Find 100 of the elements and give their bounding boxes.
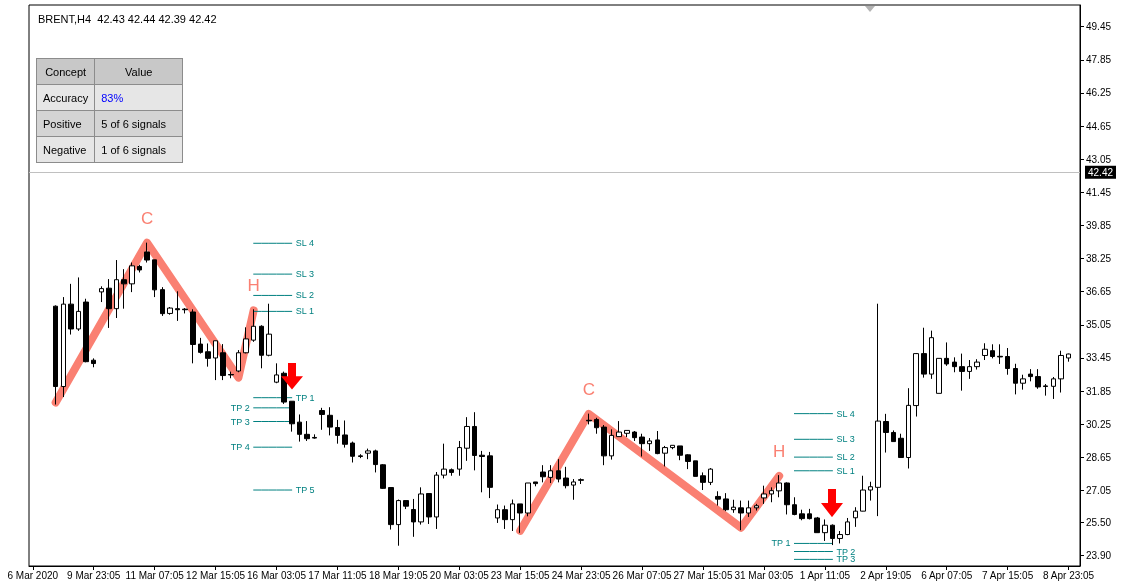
candlestick: [693, 460, 698, 477]
y-tick-label: 35.05: [1086, 319, 1112, 331]
candlestick: [715, 490, 721, 507]
annotation: 1 of 6 signals: [94, 136, 183, 163]
y-tick-label: 44.65: [1086, 120, 1112, 132]
series-label: TP 2: [230, 402, 250, 413]
candlestick: [700, 471, 706, 491]
ref-line-label: 42.42: [1088, 166, 1114, 178]
candlestick: [304, 420, 310, 442]
candlestick: [967, 359, 972, 380]
y-tick-label: 28.65: [1086, 451, 1112, 463]
candlestick: [213, 340, 218, 381]
annotation: Positive: [36, 110, 95, 137]
candlestick: [434, 471, 439, 530]
candlestick: [860, 475, 866, 512]
candlestick: [754, 503, 759, 512]
candlestick: [502, 505, 508, 530]
candlestick: [959, 353, 965, 392]
candlestick: [936, 357, 942, 394]
y-tick-label: 27.05: [1086, 484, 1112, 496]
candlestick: [327, 406, 333, 436]
candlestick: [1051, 376, 1056, 400]
candlestick: [167, 306, 173, 316]
candlestick: [228, 371, 234, 379]
candlestick: [670, 444, 675, 450]
candlestick: [685, 453, 691, 470]
candlestick: [83, 298, 89, 363]
x-tick-label: 18 Mar 19:05: [368, 569, 429, 581]
candlestick: [289, 400, 295, 433]
candlestick: [548, 464, 553, 484]
candlestick: [297, 413, 302, 443]
candlestick: [1043, 383, 1048, 397]
x-tick-label: 16 Mar 03:05: [247, 569, 307, 581]
candlestick: [137, 264, 142, 273]
candlestick: [365, 448, 371, 460]
candlestick: [974, 358, 980, 371]
candlestick: [243, 326, 249, 354]
candlestick: [175, 290, 180, 322]
candlestick: [906, 387, 911, 469]
candlestick: [639, 433, 645, 457]
series-label: SL 3: [836, 434, 855, 445]
candlestick: [472, 411, 477, 471]
candlestick: [563, 466, 569, 489]
candlestick: [335, 419, 340, 445]
candlestick: [517, 503, 523, 534]
candlestick: [1035, 368, 1041, 390]
candlestick: [190, 308, 196, 364]
candlestick: [76, 276, 81, 332]
candlestick: [411, 498, 416, 538]
candlestick: [578, 477, 584, 485]
candlestick: [799, 509, 805, 521]
candlestick: [647, 437, 652, 452]
candlestick: [738, 500, 744, 531]
candlestick: [822, 518, 828, 542]
candlestick: [487, 451, 493, 499]
series-label: SL 4: [295, 238, 314, 249]
candlestick: [61, 296, 66, 398]
candlestick: [114, 259, 119, 319]
y-tick-label: 30.25: [1086, 418, 1112, 430]
x-tick-label: 6 Apr 07:05: [921, 569, 973, 581]
x-tick-label: 26 Mar 07:05: [612, 569, 672, 581]
x-tick-label: 17 Mar 11:05: [308, 569, 367, 581]
candlestick: [616, 420, 622, 438]
candlestick: [845, 517, 850, 536]
candlestick: [464, 416, 470, 462]
candlestick: [807, 508, 812, 520]
candlestick: [868, 481, 873, 502]
annotation: Value: [94, 58, 183, 85]
candlestick: [220, 343, 226, 381]
candlestick: [891, 429, 896, 443]
y-tick-label: 31.85: [1086, 385, 1112, 397]
candlestick: [814, 516, 820, 534]
candlestick: [274, 362, 279, 384]
candlestick: [236, 349, 241, 373]
series-label: TP 3: [230, 416, 250, 427]
candlestick: [510, 499, 515, 532]
candlestick: [853, 506, 858, 528]
x-tick-label: 31 Mar 03:05: [734, 569, 794, 581]
data-label: C: [140, 208, 154, 228]
annotation: Negative: [36, 136, 95, 163]
data-label: H: [773, 441, 786, 461]
candlestick: [776, 474, 782, 498]
series-label: TP 2: [836, 546, 856, 557]
candlestick: [1066, 353, 1071, 363]
candlestick: [312, 433, 317, 440]
candlestick: [982, 342, 988, 361]
candlestick: [418, 486, 424, 526]
candlestick: [350, 441, 355, 463]
y-tick-label: 33.45: [1086, 352, 1112, 364]
candlestick: [182, 307, 188, 314]
candlestick: [1005, 347, 1010, 376]
candlestick: [396, 499, 401, 547]
series-label: SL 4: [836, 408, 855, 419]
candlestick: [952, 356, 957, 373]
candlestick: [160, 286, 165, 317]
y-tick-label: 39.85: [1086, 219, 1112, 231]
candlestick: [358, 453, 363, 459]
annotation: 5 of 6 signals: [94, 110, 183, 137]
candlestick: [259, 324, 264, 369]
candlestick: [380, 463, 386, 490]
